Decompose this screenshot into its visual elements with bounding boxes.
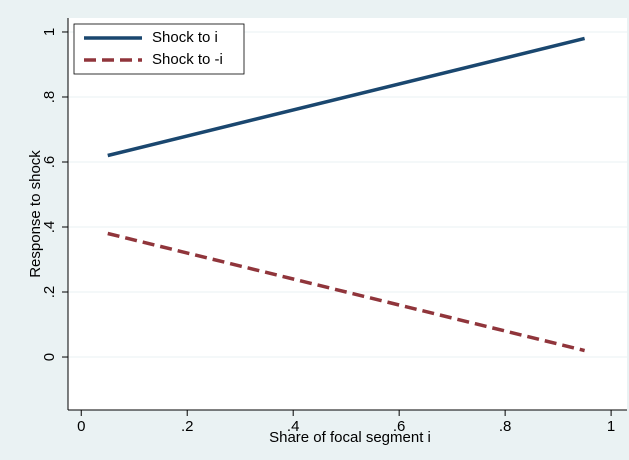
y-axis-label: Response to shock: [27, 150, 44, 278]
x-tick-label: 0: [77, 418, 85, 435]
x-axis-label: Share of focal segment i: [269, 429, 431, 446]
y-tick-label: .4: [41, 221, 58, 234]
y-tick-label: .8: [41, 91, 58, 104]
y-tick-label: .6: [41, 156, 58, 169]
x-tick-label: .2: [181, 418, 194, 435]
x-tick-label: .6: [393, 418, 406, 435]
legend-box: [73, 23, 245, 75]
x-tick-label: .8: [499, 418, 512, 435]
legend-label: Shock to i: [152, 29, 218, 46]
y-tick-label: .2: [41, 286, 58, 299]
plot-area: [68, 18, 627, 410]
line: [107, 36, 586, 158]
y-tick-label: 1: [41, 28, 58, 36]
x-tick-label: 1: [607, 418, 615, 435]
legend-label: Shock to -i: [152, 51, 223, 68]
x-tick-label: .4: [287, 418, 300, 435]
line: [107, 231, 586, 353]
y-tick-label: 0: [41, 353, 58, 361]
